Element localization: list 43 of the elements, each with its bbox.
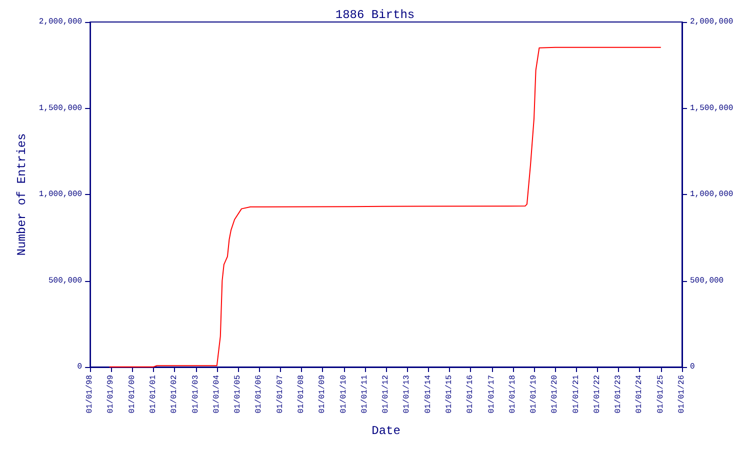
line-series: [108, 46, 662, 368]
x-tick-label: 01/01/11: [360, 374, 370, 414]
y2-tick-label: 1,000,000: [690, 190, 734, 199]
y2-tick-label: 2,000,000: [690, 18, 734, 26]
x-tick-label: 01/01/25: [656, 374, 666, 414]
x-tick-label: 01/01/07: [276, 374, 285, 414]
x-tick-label: 01/01/08: [296, 374, 306, 414]
x-axis-title: Date: [372, 424, 400, 438]
x-tick-label: 01/01/20: [550, 374, 560, 414]
x-tick-label: 01/01/22: [592, 374, 602, 414]
x-tick-label: 01/01/09: [318, 374, 328, 414]
y-tick-label: 1,500,000: [38, 104, 82, 113]
y-tick-label: 500,000: [48, 276, 82, 286]
x-tick-label: 01/01/12: [382, 374, 391, 414]
x-tick-label: 01/01/19: [530, 374, 539, 414]
y-axis-title: Number of Entries: [15, 133, 29, 256]
x-tick-label: 01/01/15: [444, 374, 454, 414]
x-tick-label: 01/01/10: [339, 374, 348, 414]
y-tick-label: 0: [77, 362, 82, 372]
x-tick-label: 01/01/26: [678, 374, 686, 414]
x-tick-label: 01/01/98: [86, 374, 95, 414]
y2-tick-label: 0: [690, 362, 695, 372]
x-tick-label: 01/01/13: [402, 374, 412, 414]
x-tick-label: 01/01/05: [234, 374, 243, 414]
y2-tick-label: 1,500,000: [690, 104, 734, 113]
y2-tick-label: 500,000: [690, 276, 724, 286]
y-tick-label: 2,000,000: [38, 18, 82, 26]
x-tick-label: 01/01/18: [508, 374, 518, 414]
chart-title: 1886 Births: [335, 8, 415, 22]
x-tick-label: 01/01/21: [572, 374, 581, 414]
x-tick-label: 01/01/14: [424, 374, 433, 414]
y-tick-label: 1,000,000: [38, 190, 82, 199]
x-tick-label: 01/01/02: [170, 374, 180, 414]
x-tick-label: 01/01/06: [254, 374, 264, 414]
x-tick-label: 01/01/03: [191, 374, 200, 414]
x-tick-label: 01/01/04: [212, 374, 222, 414]
x-tick-label: 01/01/00: [128, 374, 137, 414]
x-tick-label: 01/01/24: [635, 374, 644, 414]
x-tick-label: 01/01/16: [466, 374, 476, 414]
x-tick-label: 01/01/01: [149, 374, 158, 414]
x-tick-label: 01/01/99: [106, 374, 116, 414]
x-tick-label: 01/01/23: [614, 374, 624, 414]
x-tick-label: 01/01/17: [487, 374, 496, 414]
